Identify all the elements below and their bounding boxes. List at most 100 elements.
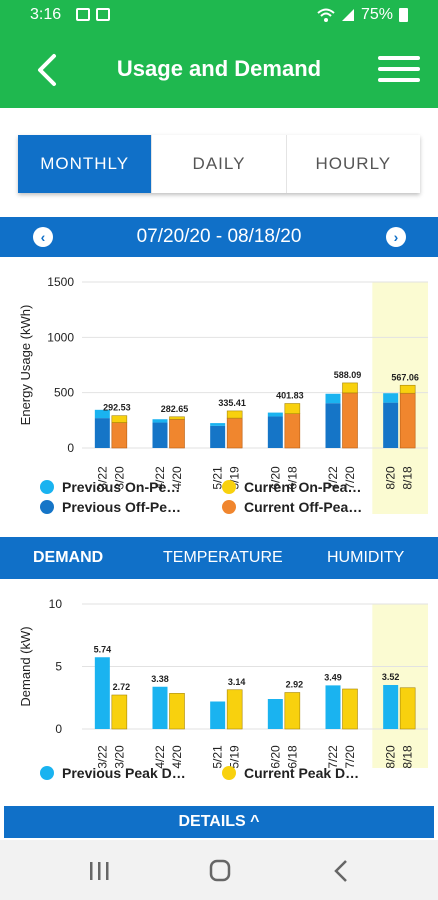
tab-monthly[interactable]: MONTHLY [18, 135, 152, 193]
recent-apps-icon[interactable] [80, 858, 120, 884]
legend-swatch [40, 766, 54, 780]
previous-on-peak-bar [267, 412, 283, 417]
image-notification-icon [76, 8, 90, 21]
x-tick-label: 3/20 [112, 745, 126, 769]
y-tick-label: 0 [67, 441, 74, 455]
hamburger-menu-icon[interactable] [378, 56, 420, 86]
x-tick-label: 8/20 [384, 466, 398, 490]
previous-peak-bar [152, 686, 168, 729]
previous-value-label: 3.49 [324, 672, 342, 682]
details-button[interactable]: DETAILS ^ [4, 806, 434, 838]
x-tick-label: 6/20 [268, 466, 282, 490]
y-tick-label: 500 [54, 386, 74, 400]
tab-temperature[interactable]: TEMPERATURE [163, 549, 283, 566]
x-tick-label: 5/21 [211, 466, 225, 490]
battery-icon [399, 8, 408, 22]
x-tick-label: 7/22 [326, 745, 340, 769]
demand-chart-svg: 0 5 10 Demand (kW) 5.74 2.72 3/22 3/20 3.38 4/22 4… [18, 597, 428, 781]
legend-label: Previous On-Pe… [62, 479, 180, 495]
total-value-label: 588.09 [334, 370, 362, 380]
current-peak-bar [342, 688, 358, 730]
current-peak-bar [399, 687, 416, 730]
x-tick-label: 6/18 [285, 745, 299, 769]
next-period-icon[interactable]: › [386, 227, 406, 247]
previous-off-peak-bar [210, 425, 226, 448]
current-on-peak-bar [226, 410, 243, 419]
x-tick-label: 8/18 [401, 745, 415, 769]
current-off-peak-bar [284, 413, 301, 449]
current-peak-bar [111, 694, 128, 730]
notification-icons [76, 8, 110, 21]
current-peak-bar [226, 689, 243, 730]
y-tick-label: 10 [49, 597, 63, 611]
legend-swatch [222, 766, 236, 780]
x-tick-label: 4/22 [153, 466, 167, 490]
tab-daily[interactable]: DAILY [151, 135, 286, 193]
metric-tabs: DEMAND TEMPERATURE HUMIDITY [0, 537, 438, 579]
home-icon[interactable] [200, 858, 240, 884]
legend-swatch [222, 480, 236, 494]
signal-icon [341, 9, 354, 21]
status-right: 75% [317, 6, 408, 24]
legend-label: Previous Peak D… [62, 765, 186, 781]
x-tick-label: 3/20 [112, 466, 126, 490]
previous-on-peak-bar [383, 393, 399, 403]
previous-on-peak-bar [152, 419, 168, 423]
previous-peak-bar [267, 699, 283, 729]
app-notification-icon [96, 8, 110, 21]
current-off-peak-bar [226, 417, 243, 449]
current-off-peak-bar [399, 392, 416, 449]
tab-humidity[interactable]: HUMIDITY [327, 549, 405, 566]
x-tick-label: 7/20 [343, 466, 357, 490]
back-nav-icon[interactable] [322, 858, 362, 884]
previous-value-label: 3.38 [151, 674, 169, 684]
y-axis-label: Demand (kW) [18, 626, 33, 706]
legend-label: Previous Off-Pe… [62, 499, 181, 515]
date-range-bar: ‹ 07/20/20 - 08/18/20 › [0, 217, 438, 257]
tab-hourly[interactable]: HOURLY [285, 135, 420, 193]
previous-value-label: 3.52 [382, 672, 400, 682]
highlight-band [372, 604, 428, 768]
current-off-peak-bar [342, 392, 358, 449]
demand-chart: 0 5 10 Demand (kW) 5.74 2.72 3/22 3/20 3.38 4/22 4… [0, 588, 438, 788]
current-on-peak-bar [284, 403, 301, 414]
legend-swatch [40, 480, 54, 494]
page-title: Usage and Demand [116, 56, 322, 81]
previous-peak-bar [325, 685, 341, 729]
current-on-peak-bar [399, 384, 416, 394]
x-tick-label: 3/22 [95, 466, 109, 490]
back-arrow-icon[interactable] [30, 52, 66, 88]
previous-off-peak-bar [152, 422, 168, 448]
app-bar: Usage and Demand [0, 32, 438, 108]
period-selector: MONTHLY DAILY HOURLY [18, 135, 420, 193]
x-tick-label: 7/22 [326, 466, 340, 490]
y-tick-label: 0 [55, 722, 62, 736]
current-on-peak-bar [342, 382, 358, 394]
x-tick-label: 4/22 [153, 745, 167, 769]
total-value-label: 401.83 [276, 391, 304, 401]
current-peak-bar [169, 693, 185, 730]
current-off-peak-bar [169, 418, 185, 449]
legend-label: Current Peak D… [244, 765, 359, 781]
legend-label: Current Off-Pea… [244, 499, 362, 515]
previous-on-peak-bar [94, 409, 110, 419]
previous-on-peak-bar [325, 393, 341, 404]
current-peak-bar [284, 692, 301, 730]
y-tick-label: 1000 [47, 330, 74, 344]
x-tick-label: 8/20 [384, 745, 398, 769]
total-value-label: 567.06 [391, 372, 419, 382]
status-time: 3:16 [30, 6, 62, 23]
previous-period-icon[interactable]: ‹ [33, 227, 53, 247]
legend-label: Current On-Pea… [244, 479, 361, 495]
previous-peak-bar [210, 701, 226, 729]
x-tick-label: 6/18 [285, 466, 299, 490]
legend-swatch [40, 500, 54, 514]
date-range-text: 07/20/20 - 08/18/20 [136, 226, 302, 247]
status-bar: 3:16 75% [0, 0, 438, 32]
x-tick-label: 4/20 [170, 466, 184, 490]
y-tick-label: 1500 [47, 275, 74, 289]
previous-off-peak-bar [325, 403, 341, 448]
tab-demand[interactable]: DEMAND [33, 549, 104, 566]
current-value-label: 2.92 [286, 680, 304, 690]
previous-peak-bar [383, 685, 399, 729]
